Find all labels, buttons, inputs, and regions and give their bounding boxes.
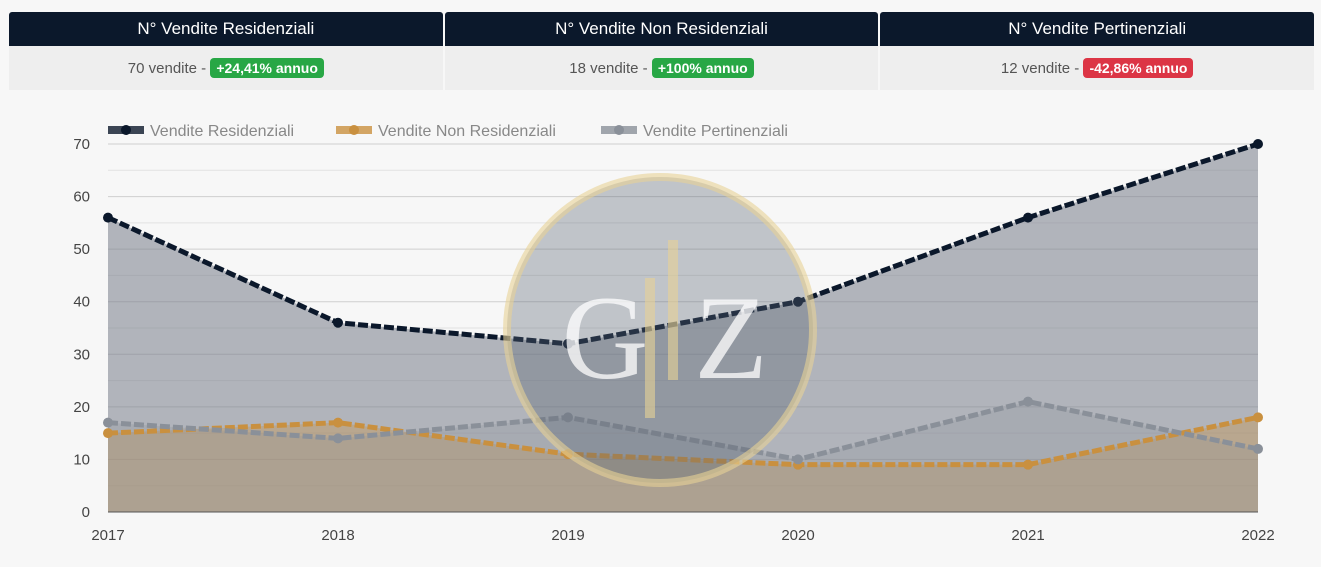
card-count: 70 vendite - [127,60,207,77]
y-tick-label: 0 [82,504,90,521]
data-point [103,428,113,439]
card-title: N° Vendite Pertinenziali [880,12,1315,46]
y-tick-label: 60 [73,189,90,206]
series-line [107,414,1259,468]
legend-item: Vendite Pertinenziali [601,123,788,140]
card-pertinenziali: N° Vendite Pertinenziali 12 vendite - -4… [880,12,1315,90]
data-point [103,417,113,428]
card-count: 12 vendite - [1000,60,1080,77]
x-tick-label: 2017 [91,527,124,544]
data-point [563,412,573,423]
summary-cards: N° Vendite Residenziali 70 vendite - +24… [9,12,1315,90]
growth-badge: +24,41% annuo [210,58,324,78]
legend-label: Vendite Non Residenziali [378,123,556,140]
data-point [1253,443,1263,454]
legend-marker [121,125,131,135]
y-tick-label: 20 [73,399,90,416]
data-point [1253,139,1263,149]
legend-marker [349,125,359,135]
series-area [108,144,1258,512]
legend-item: Vendite Residenziali [108,123,294,140]
legend-label: Vendite Pertinenziali [643,123,788,140]
data-point [1023,396,1033,407]
card-body: 18 vendite - +100% annuo [444,46,879,90]
y-tick-label: 70 [73,136,90,153]
y-tick-label: 10 [73,451,90,468]
series-line [106,141,1259,347]
watermark-circle [503,173,817,487]
growth-badge: -42,86% annuo [1083,58,1194,78]
data-point [1253,412,1263,423]
x-tick-label: 2021 [1011,527,1044,544]
watermark-bar [645,278,655,418]
card-count: 18 vendite - [569,60,648,77]
card-title: N° Vendite Non Residenziali [444,12,879,46]
card-residenziali: N° Vendite Residenziali 70 vendite - +24… [9,12,443,90]
data-point [793,296,803,307]
series-area [108,401,1258,512]
data-point [333,417,343,428]
y-tick-label: 40 [73,294,90,311]
growth-badge: +100% annuo [651,58,754,78]
legend-marker [614,125,624,135]
data-point [333,317,343,328]
card-body: 12 vendite - -42,86% annuo [880,46,1315,90]
card-non-residenziali: N° Vendite Non Residenziali 18 vendite -… [444,12,879,90]
series-line [107,399,1259,462]
data-point [1023,459,1033,470]
y-tick-label: 30 [73,346,90,363]
series-area [108,417,1258,512]
watermark-bar [668,240,678,380]
data-point [563,338,573,349]
x-tick-label: 2020 [781,527,814,544]
legend-item: Vendite Non Residenziali [336,123,556,140]
data-point [1023,212,1033,223]
card-title: N° Vendite Residenziali [9,12,443,46]
data-point [333,433,343,444]
x-tick-label: 2018 [321,527,354,544]
x-tick-label: 2019 [551,527,584,544]
card-body: 70 vendite - +24,41% annuo [9,46,443,90]
data-point [793,454,803,465]
x-tick-label: 2022 [1241,527,1274,544]
legend-label: Vendite Residenziali [150,123,294,140]
data-point [103,212,113,223]
watermark-letter: Z [694,271,767,404]
watermark-letter: G [562,271,649,404]
y-tick-label: 50 [73,241,90,258]
